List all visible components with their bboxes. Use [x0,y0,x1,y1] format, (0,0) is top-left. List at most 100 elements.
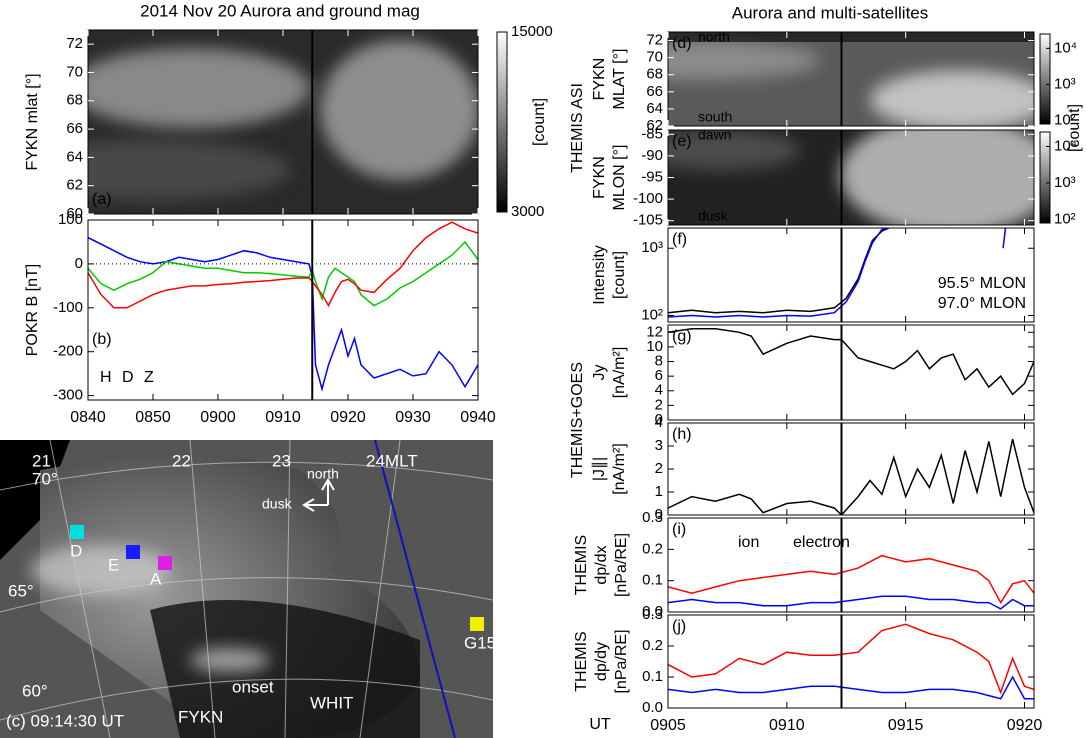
aurora-image [88,48,310,128]
plot-frame [667,31,1035,127]
image-annotation: dusk [698,208,729,224]
image-annotation: north [698,29,730,45]
data-line [88,221,478,309]
plot-frame [667,422,1035,516]
map-annotation: WHIT [310,693,353,712]
mlt-label: 21 [32,451,51,470]
y-tick-label: 64 [66,148,83,165]
map-annotation: onset [232,677,274,696]
group-label: THEMIS ASI [569,83,586,173]
panel-label: (h) [672,426,692,443]
image-annotation: dawn [698,127,731,143]
station-label: D [70,541,82,560]
image-annotation: south [698,109,732,125]
plot-frame [667,614,1035,709]
y-tick-label: 0.3 [642,606,663,623]
mlt-label: 24MLT [366,451,418,470]
colorbar-tick-label: 3000 [511,203,544,220]
plot-area [668,327,1034,396]
y-axis-label: THEMIS [573,535,590,595]
data-line [88,236,478,392]
plot-area [668,554,1034,610]
panel: -300 -200 -100 0 100 0840 0850 0900 0910 0920 0930… [24,211,496,426]
aurora-image [668,40,820,80]
station-marker [126,545,140,559]
x-tick-label: 0920 [330,409,366,426]
y-tick-label: 1 [655,483,663,500]
map-panel: 21 22 23 24MLT 70° 65° 60° north dusk D … [0,440,496,738]
y-axis-label: Intensity [591,245,608,305]
colorbar [1039,131,1051,224]
y-tick-label: 2 [655,396,663,413]
y-tick-label: 0.1 [642,572,663,589]
panel: 0.0 0.1 0.2 0.3 0905 0910 0915 0920 UT THEMIS dp/d… [573,606,1042,734]
aurora-image [668,32,1034,42]
y-tick-label: 0.2 [642,637,663,654]
x-tick-label: 0850 [135,409,171,426]
plot-area [668,228,1007,318]
colorbar [496,31,508,213]
y-tick-label: -105 [633,212,663,229]
y-tick-label: 0.0 [642,699,663,716]
y-tick-label: 72 [66,35,83,52]
panel-label: (i) [672,521,686,538]
aurora-image [88,140,290,200]
y-tick-label: -90 [641,147,663,164]
y-axis-label: Jy [591,365,608,381]
data-line [88,240,478,307]
mlt-label: 22 [172,451,191,470]
legend-entry: 95.5° MLON [938,275,1026,292]
station-label: G15 [464,633,496,652]
panel-label: (j) [672,618,686,635]
y-tick-label: 8 [655,353,663,370]
y-tick-label: 68 [66,92,83,109]
data-line [668,554,1034,605]
y-tick-label: 70 [66,63,83,80]
y-tick-label: 62 [646,117,663,134]
plot-area [88,221,478,392]
station-label: E [108,555,119,574]
station-marker [158,556,172,570]
lat-label: 65° [8,581,34,600]
panel-label: (d) [672,35,692,52]
y-axis-label: FYKN [591,58,608,101]
y-tick-label: 0.0 [642,603,663,620]
y-tick-label: 0.3 [642,509,663,526]
data-line [668,675,1034,700]
y-tick-label: 60 [66,205,83,222]
x-tick-label: 0910 [769,717,805,734]
y-tick-label: -100 [53,299,83,316]
panel-label: (c) 09:14:30 UT [6,711,124,730]
aurora-image [840,130,1034,225]
panel: -105 -100 -95 -90 -85 FYKN MLON [°] (e) dawn dusk… [591,125,1077,229]
y-tick-label: 10³ [641,239,663,256]
colorbar-tick-label: 10⁴ [1054,137,1077,154]
mlt-label: 23 [272,451,291,470]
y-tick-label: 70 [646,49,663,66]
y-tick-label: 4 [655,414,663,431]
data-line [668,228,890,314]
plot-area [88,30,478,214]
aurora-image [320,40,478,180]
y-tick-label: 0.1 [642,668,663,685]
station-label: A [150,569,162,588]
panel-title: 2014 Nov 20 Aurora and ground mag [140,1,420,20]
y-tick-label: 3 [655,437,663,454]
lat-label: 60° [22,681,48,700]
data-line [668,438,1034,515]
plot-frame [667,227,1035,323]
y-tick-label: 68 [646,66,663,83]
x-tick-label: 0915 [888,717,924,734]
legend-entry: H [100,369,112,386]
aurora-image [870,70,1034,126]
colorbar-label: [count] [531,98,548,146]
legend-entry: D [122,369,134,386]
plot-area [668,32,1034,126]
y-axis-label: FYKN [591,156,608,199]
x-tick-label: 0900 [200,409,236,426]
station-marker [470,617,484,631]
colorbar-tick-label: 10² [1054,210,1076,227]
group-label: THEMIS+GOES [569,362,586,478]
y-axis-label: dp/dx [593,545,610,584]
